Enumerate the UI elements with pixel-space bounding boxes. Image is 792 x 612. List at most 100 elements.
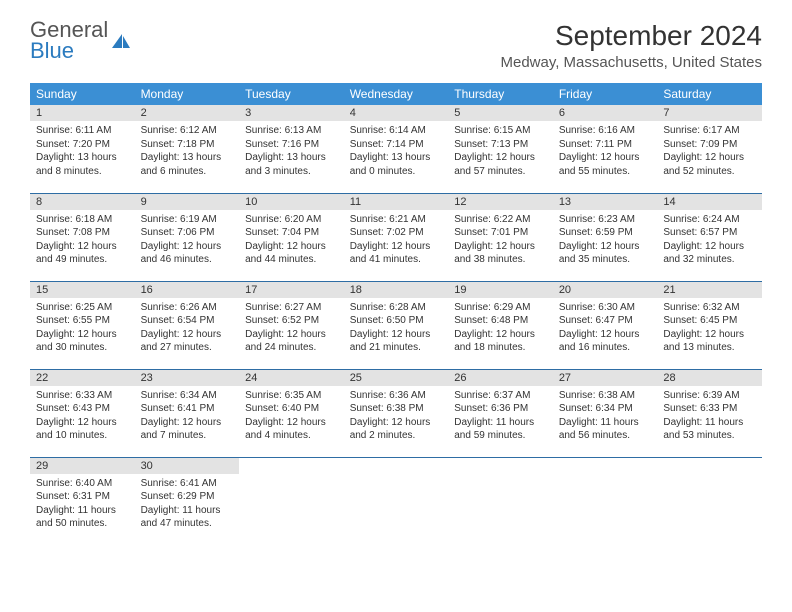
calendar-day-cell: 6Sunrise: 6:16 AMSunset: 7:11 PMDaylight…: [553, 105, 658, 193]
day-number: 8: [30, 194, 135, 210]
sunset-text: Sunset: 6:57 PM: [663, 226, 756, 240]
calendar-day-cell: 11Sunrise: 6:21 AMSunset: 7:02 PMDayligh…: [344, 193, 449, 281]
day-details: Sunrise: 6:17 AMSunset: 7:09 PMDaylight:…: [657, 121, 762, 184]
sunrise-text: Sunrise: 6:14 AM: [350, 124, 443, 138]
day-details: Sunrise: 6:18 AMSunset: 7:08 PMDaylight:…: [30, 210, 135, 273]
sunrise-text: Sunrise: 6:17 AM: [663, 124, 756, 138]
daylight-text: Daylight: 13 hours and 8 minutes.: [36, 151, 129, 178]
calendar-day-cell: 13Sunrise: 6:23 AMSunset: 6:59 PMDayligh…: [553, 193, 658, 281]
calendar-week-row: 8Sunrise: 6:18 AMSunset: 7:08 PMDaylight…: [30, 193, 762, 281]
daylight-text: Daylight: 12 hours and 55 minutes.: [559, 151, 652, 178]
weekday-header: Friday: [553, 83, 658, 105]
day-number: 25: [344, 370, 449, 386]
day-details: Sunrise: 6:27 AMSunset: 6:52 PMDaylight:…: [239, 298, 344, 361]
calendar-day-cell: 2Sunrise: 6:12 AMSunset: 7:18 PMDaylight…: [135, 105, 240, 193]
calendar-day-cell: 3Sunrise: 6:13 AMSunset: 7:16 PMDaylight…: [239, 105, 344, 193]
calendar-day-cell: 27Sunrise: 6:38 AMSunset: 6:34 PMDayligh…: [553, 369, 658, 457]
sunset-text: Sunset: 6:50 PM: [350, 314, 443, 328]
weekday-header: Tuesday: [239, 83, 344, 105]
day-number: 29: [30, 458, 135, 474]
day-number: 7: [657, 105, 762, 121]
day-number: 20: [553, 282, 658, 298]
daylight-text: Daylight: 12 hours and 52 minutes.: [663, 151, 756, 178]
day-details: Sunrise: 6:34 AMSunset: 6:41 PMDaylight:…: [135, 386, 240, 449]
day-number: 4: [344, 105, 449, 121]
day-number: 16: [135, 282, 240, 298]
title-block: September 2024 Medway, Massachusetts, Un…: [500, 20, 762, 71]
day-number: 14: [657, 194, 762, 210]
sunrise-text: Sunrise: 6:33 AM: [36, 389, 129, 403]
sunset-text: Sunset: 7:11 PM: [559, 138, 652, 152]
day-details: Sunrise: 6:13 AMSunset: 7:16 PMDaylight:…: [239, 121, 344, 184]
day-details: Sunrise: 6:37 AMSunset: 6:36 PMDaylight:…: [448, 386, 553, 449]
sunset-text: Sunset: 6:38 PM: [350, 402, 443, 416]
day-number: 24: [239, 370, 344, 386]
day-details: Sunrise: 6:19 AMSunset: 7:06 PMDaylight:…: [135, 210, 240, 273]
sunset-text: Sunset: 6:45 PM: [663, 314, 756, 328]
daylight-text: Daylight: 11 hours and 50 minutes.: [36, 504, 129, 531]
day-details: Sunrise: 6:21 AMSunset: 7:02 PMDaylight:…: [344, 210, 449, 273]
calendar-day-cell: 24Sunrise: 6:35 AMSunset: 6:40 PMDayligh…: [239, 369, 344, 457]
daylight-text: Daylight: 12 hours and 10 minutes.: [36, 416, 129, 443]
day-details: Sunrise: 6:30 AMSunset: 6:47 PMDaylight:…: [553, 298, 658, 361]
sunset-text: Sunset: 7:13 PM: [454, 138, 547, 152]
weekday-header-row: SundayMondayTuesdayWednesdayThursdayFrid…: [30, 83, 762, 105]
sunset-text: Sunset: 6:31 PM: [36, 490, 129, 504]
sunrise-text: Sunrise: 6:39 AM: [663, 389, 756, 403]
day-details: Sunrise: 6:33 AMSunset: 6:43 PMDaylight:…: [30, 386, 135, 449]
day-number: 9: [135, 194, 240, 210]
day-details: Sunrise: 6:12 AMSunset: 7:18 PMDaylight:…: [135, 121, 240, 184]
location-text: Medway, Massachusetts, United States: [500, 54, 762, 71]
calendar-day-cell: 5Sunrise: 6:15 AMSunset: 7:13 PMDaylight…: [448, 105, 553, 193]
sunrise-text: Sunrise: 6:12 AM: [141, 124, 234, 138]
sunrise-text: Sunrise: 6:26 AM: [141, 301, 234, 315]
day-details: Sunrise: 6:28 AMSunset: 6:50 PMDaylight:…: [344, 298, 449, 361]
sunset-text: Sunset: 7:18 PM: [141, 138, 234, 152]
brand-part2: Blue: [30, 38, 74, 63]
day-number: 10: [239, 194, 344, 210]
daylight-text: Daylight: 12 hours and 30 minutes.: [36, 328, 129, 355]
page-title: September 2024: [500, 20, 762, 52]
sunset-text: Sunset: 6:47 PM: [559, 314, 652, 328]
calendar-day-cell: 8Sunrise: 6:18 AMSunset: 7:08 PMDaylight…: [30, 193, 135, 281]
day-details: Sunrise: 6:14 AMSunset: 7:14 PMDaylight:…: [344, 121, 449, 184]
calendar-day-cell: 16Sunrise: 6:26 AMSunset: 6:54 PMDayligh…: [135, 281, 240, 369]
sunset-text: Sunset: 6:48 PM: [454, 314, 547, 328]
sunrise-text: Sunrise: 6:30 AM: [559, 301, 652, 315]
calendar-day-cell: 25Sunrise: 6:36 AMSunset: 6:38 PMDayligh…: [344, 369, 449, 457]
daylight-text: Daylight: 12 hours and 27 minutes.: [141, 328, 234, 355]
sunrise-text: Sunrise: 6:13 AM: [245, 124, 338, 138]
sunrise-text: Sunrise: 6:21 AM: [350, 213, 443, 227]
daylight-text: Daylight: 12 hours and 13 minutes.: [663, 328, 756, 355]
daylight-text: Daylight: 13 hours and 0 minutes.: [350, 151, 443, 178]
sunrise-text: Sunrise: 6:28 AM: [350, 301, 443, 315]
sunrise-text: Sunrise: 6:29 AM: [454, 301, 547, 315]
calendar-day-cell: 10Sunrise: 6:20 AMSunset: 7:04 PMDayligh…: [239, 193, 344, 281]
calendar-week-row: 1Sunrise: 6:11 AMSunset: 7:20 PMDaylight…: [30, 105, 762, 193]
sunrise-text: Sunrise: 6:37 AM: [454, 389, 547, 403]
header: General Blue September 2024 Medway, Mass…: [30, 20, 762, 71]
sunrise-text: Sunrise: 6:41 AM: [141, 477, 234, 491]
day-number: 1: [30, 105, 135, 121]
sunrise-text: Sunrise: 6:40 AM: [36, 477, 129, 491]
sunset-text: Sunset: 7:14 PM: [350, 138, 443, 152]
calendar-table: SundayMondayTuesdayWednesdayThursdayFrid…: [30, 83, 762, 545]
sunrise-text: Sunrise: 6:27 AM: [245, 301, 338, 315]
sunset-text: Sunset: 6:34 PM: [559, 402, 652, 416]
calendar-empty-cell: [657, 457, 762, 545]
weekday-header: Monday: [135, 83, 240, 105]
sunrise-text: Sunrise: 6:22 AM: [454, 213, 547, 227]
day-number: 22: [30, 370, 135, 386]
sunset-text: Sunset: 6:55 PM: [36, 314, 129, 328]
sunrise-text: Sunrise: 6:24 AM: [663, 213, 756, 227]
daylight-text: Daylight: 12 hours and 4 minutes.: [245, 416, 338, 443]
sunrise-text: Sunrise: 6:25 AM: [36, 301, 129, 315]
day-details: Sunrise: 6:26 AMSunset: 6:54 PMDaylight:…: [135, 298, 240, 361]
calendar-day-cell: 18Sunrise: 6:28 AMSunset: 6:50 PMDayligh…: [344, 281, 449, 369]
day-number: 26: [448, 370, 553, 386]
sunrise-text: Sunrise: 6:19 AM: [141, 213, 234, 227]
weekday-header: Saturday: [657, 83, 762, 105]
sunrise-text: Sunrise: 6:32 AM: [663, 301, 756, 315]
sunset-text: Sunset: 6:36 PM: [454, 402, 547, 416]
calendar-day-cell: 19Sunrise: 6:29 AMSunset: 6:48 PMDayligh…: [448, 281, 553, 369]
